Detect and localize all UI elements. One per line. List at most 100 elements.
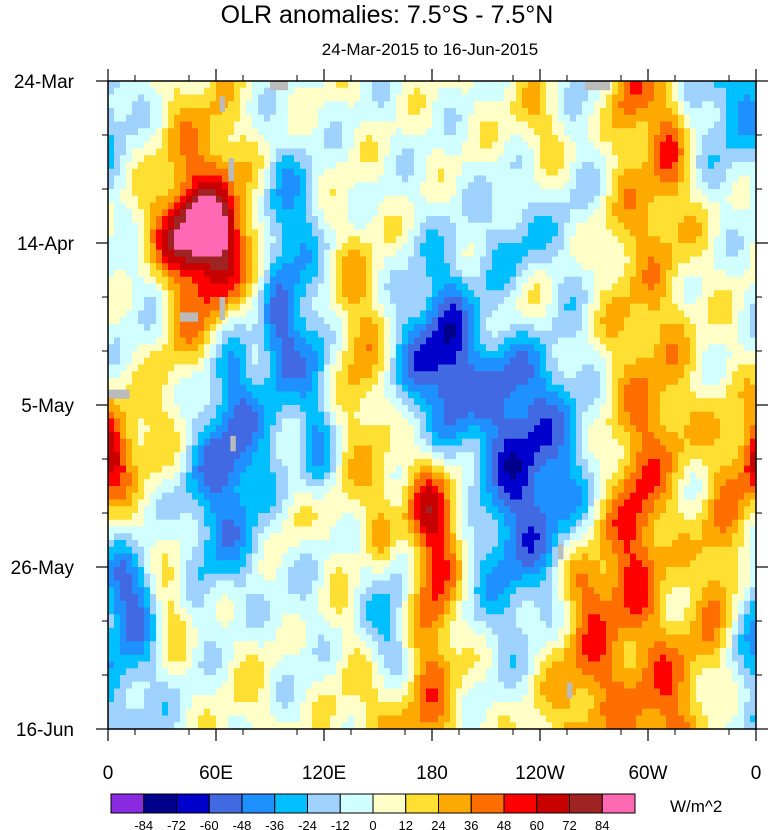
anomaly-cell: [564, 128, 571, 136]
anomaly-cell: [372, 202, 379, 210]
anomaly-cell: [630, 310, 637, 318]
anomaly-cell: [618, 189, 625, 197]
anomaly-cell: [600, 351, 607, 359]
anomaly-cell: [726, 324, 733, 332]
anomaly-cell: [450, 317, 457, 325]
anomaly-cell: [240, 364, 247, 372]
anomaly-cell: [396, 290, 403, 298]
anomaly-cell: [648, 351, 655, 359]
anomaly-cell: [666, 297, 673, 305]
anomaly-cell: [396, 128, 403, 136]
anomaly-cell: [750, 378, 757, 386]
anomaly-cell: [390, 148, 397, 156]
anomaly-cell: [582, 182, 589, 190]
anomaly-cell: [426, 236, 433, 244]
anomaly-cell: [132, 270, 139, 278]
anomaly-cell: [126, 189, 133, 197]
anomaly-cell: [588, 141, 595, 150]
anomaly-cell: [600, 101, 607, 109]
anomaly-cell: [228, 263, 235, 271]
anomaly-cell: [534, 317, 541, 325]
anomaly-cell: [462, 222, 469, 231]
anomaly-cell: [492, 330, 499, 339]
anomaly-cell: [276, 364, 283, 372]
anomaly-cell: [630, 256, 637, 264]
anomaly-cell: [150, 114, 157, 123]
anomaly-cell: [156, 317, 163, 325]
anomaly-cell: [618, 148, 625, 156]
anomaly-cell: [348, 276, 355, 285]
anomaly-cell: [474, 317, 481, 325]
anomaly-cell: [252, 297, 259, 305]
anomaly-cell: [318, 114, 325, 123]
anomaly-cell: [576, 162, 583, 170]
anomaly-cell: [696, 87, 703, 96]
anomaly-cell: [246, 337, 253, 345]
anomaly-cell: [324, 101, 331, 109]
anomaly-cell: [438, 175, 445, 183]
anomaly-cell: [750, 249, 757, 258]
anomaly-cell: [180, 378, 187, 386]
anomaly-cell: [228, 87, 235, 96]
anomaly-cell: [384, 108, 391, 116]
anomaly-cell: [450, 378, 457, 386]
anomaly-cell: [282, 87, 289, 96]
anomaly-cell: [240, 357, 247, 366]
anomaly-cell: [378, 162, 385, 170]
anomaly-cell: [180, 175, 187, 183]
anomaly-cell: [336, 297, 343, 305]
anomaly-cell: [534, 189, 541, 197]
anomaly-cell: [738, 243, 745, 251]
anomaly-cell: [240, 324, 247, 332]
anomaly-cell: [324, 114, 331, 123]
anomaly-cell: [180, 94, 187, 102]
anomaly-cell: [552, 371, 559, 379]
anomaly-cell: [540, 351, 547, 359]
anomaly-cell: [678, 337, 685, 345]
anomaly-cell: [366, 384, 373, 393]
anomaly-cell: [582, 364, 589, 372]
anomaly-cell: [690, 357, 697, 366]
anomaly-cell: [744, 155, 751, 163]
anomaly-cell: [372, 182, 379, 190]
anomaly-cell: [204, 283, 211, 291]
anomaly-cell: [582, 371, 589, 379]
anomaly-cell: [456, 148, 463, 156]
anomaly-cell: [192, 162, 199, 170]
anomaly-cell: [174, 202, 181, 210]
anomaly-cell: [150, 135, 157, 143]
anomaly-cell: [690, 182, 697, 190]
anomaly-cell: [192, 249, 199, 258]
anomaly-cell: [702, 276, 709, 285]
anomaly-cell: [486, 236, 493, 244]
anomaly-cell: [150, 162, 157, 170]
anomaly-cell: [312, 283, 319, 291]
anomaly-cell: [702, 290, 709, 298]
anomaly-cell: [144, 303, 151, 312]
anomaly-cell: [270, 324, 277, 332]
anomaly-cell: [612, 378, 619, 386]
anomaly-cell: [444, 276, 451, 285]
anomaly-cell: [282, 256, 289, 264]
anomaly-cell: [528, 81, 535, 89]
anomaly-cell: [132, 283, 139, 291]
anomaly-cell: [288, 371, 295, 379]
anomaly-cell: [648, 283, 655, 291]
anomaly-cell: [636, 101, 643, 109]
anomaly-cell: [540, 121, 547, 129]
anomaly-cell: [546, 236, 553, 244]
anomaly-cell: [336, 121, 343, 129]
anomaly-cell: [168, 222, 175, 231]
anomaly-cell: [690, 317, 697, 325]
anomaly-cell: [204, 364, 211, 372]
anomaly-cell: [108, 371, 115, 379]
anomaly-cell: [132, 351, 139, 359]
anomaly-cell: [492, 303, 499, 312]
anomaly-cell: [270, 344, 277, 352]
anomaly-cell: [684, 330, 691, 339]
anomaly-cell: [114, 202, 121, 210]
anomaly-cell: [456, 222, 463, 231]
anomaly-cell: [522, 297, 529, 305]
anomaly-cell: [486, 141, 493, 150]
anomaly-cell: [378, 135, 385, 143]
